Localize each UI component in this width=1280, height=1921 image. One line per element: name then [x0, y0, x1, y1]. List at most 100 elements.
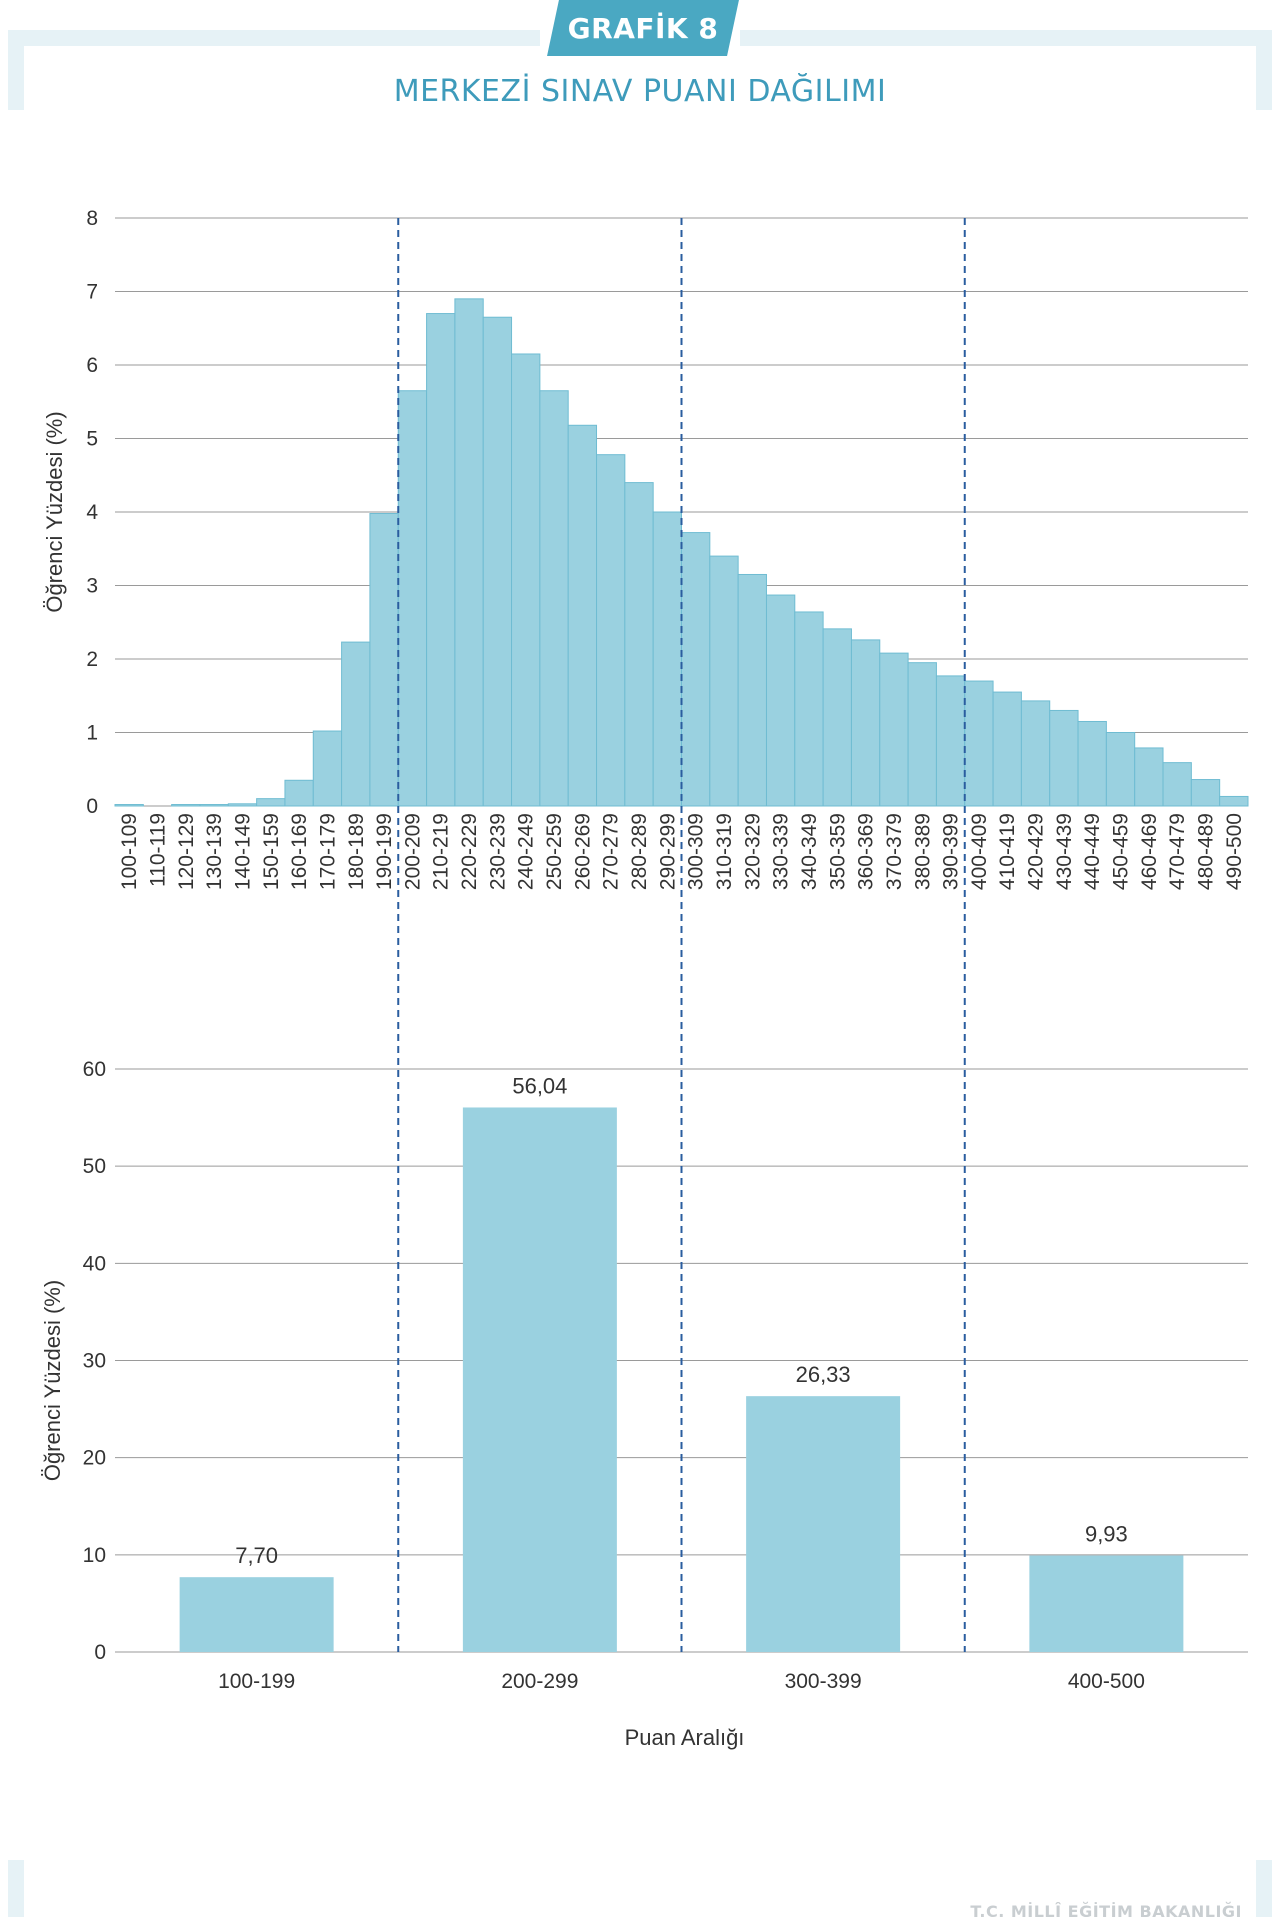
- histogram-x-tick-label: 240-249: [515, 813, 538, 890]
- histogram-bar: [1049, 709, 1079, 807]
- histogram-x-tick-label: 270-279: [600, 813, 623, 890]
- bar-chart-bar: [1029, 1555, 1184, 1652]
- histogram-bar: [1219, 795, 1249, 807]
- histogram-bar: [171, 804, 201, 807]
- histogram-x-tick-label: 420-429: [1025, 813, 1048, 890]
- grouped-bar-chart: 0 10 20 30 40 50 60 7,70 100-199 56,04 200-299 26,3…: [40, 1058, 1248, 1750]
- chart-badge: GRAFİK 8: [567, 11, 719, 45]
- histogram-bar: [426, 313, 456, 807]
- bar-chart-x-tick-label: 100-199: [218, 1670, 295, 1693]
- histogram-x-tick-label: 290-299: [656, 813, 679, 890]
- bar-chart-x-axis-title: Puan Aralığı: [625, 1725, 745, 1750]
- histogram-bar: [964, 680, 994, 807]
- histogram-x-tick-label: 100-109: [118, 813, 141, 890]
- histogram-y-tick-label: 1: [86, 722, 98, 745]
- histogram-x-tick-label: 160-169: [288, 813, 311, 890]
- bar-chart-x-tick-label: 300-399: [785, 1670, 862, 1693]
- histogram-y-tick-label: 0: [86, 795, 98, 818]
- histogram-bar: [737, 573, 767, 807]
- histogram-bar: [907, 662, 937, 807]
- bar-chart-data-label: 7,70: [235, 1543, 278, 1568]
- histogram-x-tick-label: 250-259: [543, 813, 566, 890]
- histogram-x-tick-label: 130-139: [203, 813, 226, 890]
- histogram-bar: [935, 675, 966, 807]
- histogram-x-tick-label: 140-149: [231, 813, 254, 890]
- bar-chart-y-tick-label: 60: [83, 1058, 106, 1081]
- histogram-x-tick-label: 490-500: [1223, 813, 1246, 890]
- histogram-x-tick-label: 170-179: [316, 813, 339, 890]
- histogram-bar: [199, 804, 229, 807]
- bar-chart-bar: [179, 1577, 334, 1652]
- histogram-chart: 0 1 2 3 4 5 6 7 8 100-109 110-119 120-129 130-139 140…: [42, 207, 1249, 890]
- histogram-bar: [1077, 720, 1107, 807]
- bar-chart-data-label: 56,04: [512, 1073, 567, 1098]
- histogram-x-tick-label: 190-199: [373, 813, 396, 890]
- bar-chart-y-tick-label: 0: [94, 1641, 106, 1664]
- group-separators: [397, 218, 966, 1652]
- histogram-bar: [1190, 779, 1221, 807]
- histogram-y-tick-label: 5: [86, 428, 98, 451]
- histogram-bar: [681, 532, 711, 807]
- histogram-y-tick-label: 7: [86, 281, 98, 304]
- histogram-x-tick-label: 260-269: [571, 813, 594, 890]
- histogram-x-tick-label: 280-289: [628, 813, 651, 890]
- histogram-bar: [992, 691, 1022, 807]
- bar-chart-y-tick-label: 40: [83, 1252, 106, 1275]
- histogram-x-tick-label: 200-209: [401, 813, 424, 890]
- histogram-x-tick-label: 430-439: [1053, 813, 1076, 890]
- histogram-x-tick-label: 150-159: [260, 813, 283, 890]
- histogram-bar: [511, 353, 541, 807]
- histogram-bar: [1134, 747, 1164, 807]
- histogram-bar: [765, 594, 796, 807]
- histogram-bar: [567, 424, 598, 807]
- bar-chart-x-tick-label: 400-500: [1068, 1670, 1145, 1693]
- bar-chart-bar: [462, 1107, 617, 1652]
- histogram-x-tick-label: 480-489: [1195, 813, 1218, 890]
- bar-chart-y-tick-label: 20: [83, 1447, 106, 1470]
- page-title: MERKEZİ SINAV PUANI DAĞILIMI: [393, 74, 887, 109]
- bar-chart-bar: [746, 1396, 901, 1652]
- histogram-y-tick-label: 2: [86, 648, 98, 671]
- histogram-bar: [624, 482, 654, 807]
- histogram-x-tick-label: 340-349: [798, 813, 821, 890]
- histogram-x-tick-label: 410-419: [996, 813, 1019, 890]
- histogram-x-tick-label: 390-399: [940, 813, 963, 890]
- histogram-bar: [794, 611, 824, 807]
- histogram-x-tick-label: 330-339: [770, 813, 793, 890]
- histogram-x-tick-label: 210-219: [430, 813, 453, 890]
- histogram-x-tick-label: 350-359: [826, 813, 849, 890]
- footer-ministry-name: T.C. MİLLÎ EĞİTİM BAKANLIĞI: [970, 1902, 1242, 1921]
- histogram-x-tick-label: 400-409: [968, 813, 991, 890]
- histogram-bar: [1105, 732, 1136, 807]
- histogram-bar: [879, 652, 909, 807]
- histogram-x-tick-label: 320-329: [741, 813, 764, 890]
- bar-chart-y-axis-title: Öğrenci Yüzdesi (%): [40, 1280, 65, 1481]
- histogram-bar: [397, 390, 428, 807]
- bar-chart-y-tick-label: 30: [83, 1350, 106, 1373]
- histogram-bar: [1020, 700, 1051, 807]
- histogram-y-tick-label: 4: [86, 501, 98, 524]
- histogram-x-tick-label: 120-129: [175, 813, 198, 890]
- histogram-x-tick-label: 310-319: [713, 813, 736, 890]
- histogram-bar: [822, 628, 852, 807]
- histogram-x-tick-label: 450-459: [1110, 813, 1133, 890]
- bar-chart-x-tick-label: 200-299: [501, 1670, 578, 1693]
- histogram-bar: [227, 803, 258, 807]
- bar-chart-data-label: 9,93: [1085, 1522, 1128, 1547]
- histogram-x-tick-label: 370-379: [883, 813, 906, 890]
- histogram-bar: [114, 804, 144, 807]
- histogram-x-tick-label: 230-239: [486, 813, 509, 890]
- histogram-bar: [539, 390, 569, 807]
- bar-chart-y-tick-label: 50: [83, 1155, 106, 1178]
- histogram-bar: [652, 511, 682, 807]
- histogram-x-tick-label: 220-229: [458, 813, 481, 890]
- histogram-x-tick-label: 360-369: [855, 813, 878, 890]
- histogram-x-tick-label: 470-479: [1166, 813, 1189, 890]
- histogram-x-tick-label: 180-189: [345, 813, 368, 890]
- bar-chart-y-tick-label: 10: [83, 1544, 106, 1567]
- histogram-y-tick-label: 8: [86, 207, 98, 230]
- histogram-bar: [850, 639, 881, 807]
- histogram-y-axis-title: Öğrenci Yüzdesi (%): [42, 411, 67, 612]
- histogram-bar: [256, 798, 286, 807]
- histogram-bar: [369, 512, 399, 807]
